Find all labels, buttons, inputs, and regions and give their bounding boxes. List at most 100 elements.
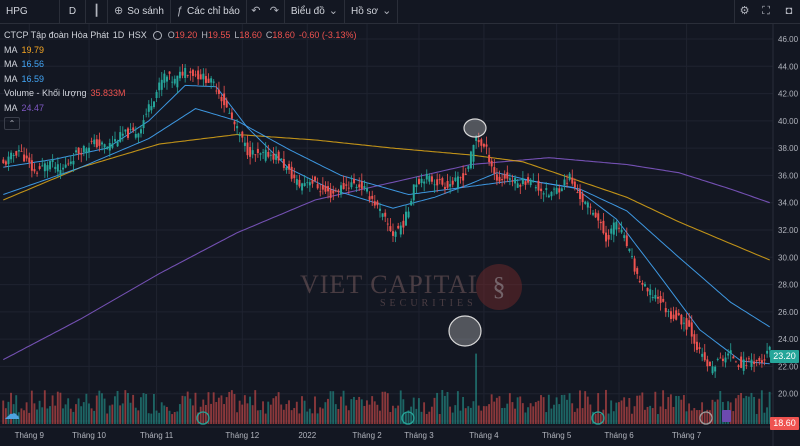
candle-body <box>555 187 558 194</box>
event-marker-icon[interactable] <box>196 411 210 425</box>
volume-bar <box>618 402 620 424</box>
candle-body <box>688 320 691 327</box>
candle-body <box>7 156 10 164</box>
candle-body <box>132 127 135 131</box>
volume-bar <box>498 396 501 424</box>
volume-bar <box>615 402 618 424</box>
candle-body <box>98 139 101 146</box>
candle-body <box>618 227 621 229</box>
redo-button[interactable]: ↷ <box>265 0 285 24</box>
volume-bar <box>584 391 587 424</box>
volume-bar <box>415 408 418 424</box>
ma-legend-row-2[interactable]: MA 16.56 <box>4 57 356 72</box>
candle-body <box>321 184 324 190</box>
candle-body <box>649 289 652 295</box>
event-marker-icon[interactable] <box>591 411 605 425</box>
candle-body <box>147 104 150 112</box>
volume-bar <box>430 406 433 424</box>
volume-bar <box>7 401 10 424</box>
ma-line-yellow <box>3 133 770 261</box>
volume-bar <box>425 414 428 424</box>
candle-body <box>397 225 400 229</box>
event-marker-icon[interactable] <box>699 411 713 425</box>
candle-style-button[interactable]: ┃ <box>86 0 108 24</box>
company-name: CTCP Tập đoàn Hòa Phát <box>4 30 109 40</box>
candle-body <box>275 154 278 160</box>
fullscreen-button[interactable]: ⛶ <box>754 0 778 24</box>
settings-button[interactable]: ⚙ <box>734 0 754 24</box>
snapshot-button[interactable]: ◘ <box>778 0 800 24</box>
volume-bar <box>423 402 426 424</box>
volume-bar <box>643 409 646 424</box>
candle-body <box>529 179 532 186</box>
compare-button[interactable]: ⊕ So sánh <box>108 0 171 24</box>
candle-body <box>51 159 54 162</box>
candle-body <box>706 359 709 367</box>
volume-ma-legend-row[interactable]: MA 24.47 <box>4 101 356 116</box>
volume-bar <box>649 405 652 424</box>
symbol-search-button[interactable]: HPG <box>0 0 60 24</box>
month-tick-label: Tháng 4 <box>469 431 499 440</box>
volume-bar <box>108 405 111 424</box>
candle-body <box>623 235 626 239</box>
event-marker-icon[interactable] <box>401 411 415 425</box>
candle-body <box>451 180 454 185</box>
volume-bar <box>623 397 626 424</box>
volume-bar <box>368 404 371 424</box>
volume-bar <box>236 412 238 424</box>
volume-bar <box>628 397 631 424</box>
candle-body <box>703 352 706 361</box>
volume-bar <box>106 413 109 424</box>
candle-body <box>417 178 420 184</box>
cloud-icon[interactable]: ☁ <box>4 406 20 423</box>
indicators-button[interactable]: ƒ Các chỉ báo <box>171 0 247 24</box>
candle-body <box>298 179 301 187</box>
symbol-legend-row[interactable]: CTCP Tập đoàn Hòa Phát 1D HSX O 19.20 H 19… <box>4 28 356 43</box>
event-marker-icon[interactable] <box>722 410 731 422</box>
candle-body <box>493 167 496 174</box>
candle-body <box>178 71 181 79</box>
candle-body <box>267 151 270 157</box>
volume-bar <box>12 404 15 424</box>
volume-bar <box>656 414 659 424</box>
candle-body <box>103 144 106 148</box>
redo-icon: ↷ <box>269 5 279 17</box>
interval-button[interactable]: D <box>60 0 86 24</box>
undo-button[interactable]: ↶ <box>247 0 265 24</box>
ma-legend-row-3[interactable]: MA 16.59 <box>4 72 356 87</box>
volume-bar <box>758 398 761 424</box>
candle-body <box>498 176 501 182</box>
volume-bar <box>2 400 5 424</box>
chart-type-button[interactable]: Biểu đồ ⌄ <box>285 0 345 24</box>
candle-body <box>721 358 724 361</box>
candle-body <box>150 106 153 111</box>
volume-legend-row[interactable]: Volume - Khối lượng 35.833M <box>4 86 356 101</box>
candle-body <box>430 176 433 182</box>
month-tick-label: Tháng 3 <box>404 431 434 440</box>
candle-body <box>415 184 418 188</box>
ma-legend-row-1[interactable]: MA 19.79 <box>4 43 356 58</box>
profile-button[interactable]: Hồ sơ ⌄ <box>345 0 399 24</box>
volume-bar <box>763 412 766 424</box>
camera-icon: ◘ <box>785 5 793 17</box>
volume-bar <box>402 399 405 424</box>
candle-body <box>631 256 633 257</box>
volume-bar <box>223 404 225 424</box>
candle-body <box>202 73 205 80</box>
candle-body <box>67 163 70 165</box>
candle-body <box>428 175 431 182</box>
candle-body <box>644 284 646 287</box>
volume-bar <box>210 403 213 424</box>
volume-bar <box>389 412 392 424</box>
volume-bar <box>194 392 197 424</box>
candle-body <box>446 181 449 188</box>
volume-bar <box>451 412 454 424</box>
collapse-legend-button[interactable]: ⌃ <box>4 117 20 130</box>
volume-bar <box>314 396 316 424</box>
volume-bar <box>454 405 457 424</box>
volume-bar <box>238 400 241 424</box>
volume-bar <box>410 406 413 424</box>
price-chart[interactable]: 46.00 44.00 42.00 40.00 38.00 36.00 34.00 32.00… <box>0 24 800 446</box>
candle-body <box>93 139 96 145</box>
volume-bar <box>612 411 615 424</box>
